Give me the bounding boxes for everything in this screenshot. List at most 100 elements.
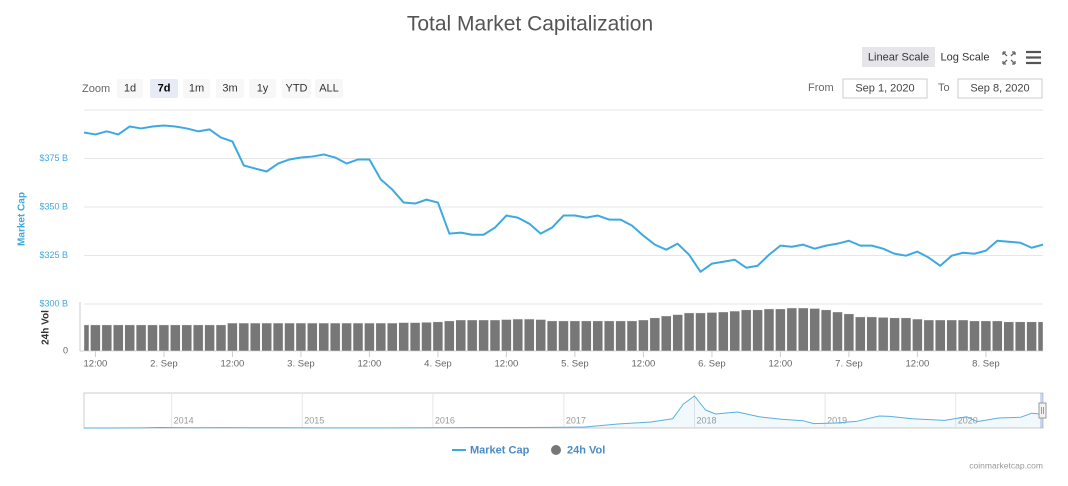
volume-bar (90, 324, 101, 352)
volume-bar (581, 320, 592, 352)
volume-bar (158, 324, 170, 352)
volume-bar (718, 311, 729, 352)
x-tick-label: 7. Sep (835, 359, 862, 370)
zoom-button[interactable] (282, 79, 311, 98)
chart-title: Total Market Capitalization (407, 13, 653, 36)
volume-bar (261, 322, 272, 352)
x-tick-label: 12:00 (632, 359, 656, 370)
market-cap-line (83, 124, 1044, 273)
volume-bar (820, 309, 832, 352)
volume-bar (375, 322, 386, 352)
volume-bar (352, 322, 364, 352)
zoom-button-label: 3m (222, 82, 237, 94)
volume-bar (455, 319, 466, 352)
from-input[interactable] (842, 78, 928, 99)
volume-bar (569, 320, 581, 352)
zoom-button[interactable] (315, 79, 343, 98)
volume-bar (638, 319, 649, 352)
volume-bar (980, 320, 992, 352)
navigator-tick-label: 2017 (566, 415, 586, 425)
volume-bar (752, 309, 763, 352)
volume-bar (695, 312, 706, 352)
zoom-button[interactable] (150, 79, 178, 98)
volume-bar (946, 319, 957, 352)
volume-bar (1026, 321, 1037, 352)
volume-bar (501, 319, 512, 352)
scale-button[interactable] (862, 47, 935, 67)
volume-bar (409, 322, 421, 352)
navigator-tick-label: 2020 (958, 415, 978, 425)
navigator-tick-label: 2016 (435, 415, 455, 425)
volume-bar (729, 310, 740, 352)
volume-bar (1015, 321, 1026, 352)
volume-bar (250, 322, 261, 352)
volume-bar (478, 319, 489, 352)
volume-bar (558, 320, 569, 352)
legend-marker[interactable] (551, 445, 561, 455)
volume-bar (227, 322, 238, 352)
y-tick-label: 0 (63, 345, 68, 355)
navigator-tick-label: 2014 (174, 415, 194, 425)
legend-label[interactable]: Market Cap (470, 444, 530, 456)
zoom-button[interactable] (249, 79, 276, 98)
volume-bar (83, 324, 90, 352)
volume-bar (809, 308, 820, 352)
volume-bar (364, 322, 375, 352)
legend-label[interactable]: 24h Vol (567, 444, 605, 456)
volume-bar (775, 308, 786, 352)
volume-bar (307, 322, 318, 352)
from-label: From (808, 82, 834, 94)
volume-bar (912, 318, 923, 352)
menu-icon[interactable] (1026, 50, 1041, 65)
to-label: To (938, 82, 950, 94)
zoom-button[interactable] (216, 79, 244, 98)
from-value: Sep 1, 2020 (855, 82, 914, 94)
navigator-handle[interactable] (1038, 402, 1047, 419)
volume-bar (786, 307, 797, 352)
volume-bar (318, 322, 329, 352)
zoom-button[interactable] (117, 79, 143, 98)
navigator-line (83, 395, 1044, 429)
zoom-button[interactable] (183, 79, 210, 98)
volume-bar (193, 324, 204, 352)
volume-bar (524, 318, 535, 352)
fullscreen-icon[interactable] (1002, 51, 1016, 65)
x-tick-label: 12:00 (906, 359, 930, 370)
zoom-button-label: 7d (158, 82, 171, 94)
volume-bar (204, 324, 215, 352)
y-tick-label: $375 B (39, 153, 68, 163)
navigator-area (84, 396, 1043, 428)
volume-bar (923, 319, 934, 352)
volume-bar (672, 314, 683, 352)
volume-bar (957, 319, 969, 352)
y-axis-title: 24h Vol (41, 310, 52, 345)
volume-bar (101, 324, 112, 352)
x-tick-label: 8. Sep (972, 359, 999, 370)
volume-bar (113, 324, 124, 352)
volume-bar (284, 322, 295, 352)
x-tick-label: 12:00 (84, 359, 108, 370)
x-tick-label: 12:00 (221, 359, 245, 370)
volume-bar (626, 320, 638, 352)
x-tick-label: 6. Sep (698, 359, 725, 370)
scale-button[interactable] (936, 47, 994, 67)
volume-bar (535, 319, 546, 352)
x-tick-label: 12:00 (495, 359, 519, 370)
volume-bar (489, 319, 501, 352)
navigator-tick-label: 2015 (304, 415, 324, 425)
volume-bar (295, 322, 307, 352)
credits[interactable]: coinmarketcap.com (969, 460, 1043, 470)
volume-bar (832, 311, 843, 352)
y-axis-title: Market Cap (17, 192, 28, 246)
volume-bar (238, 322, 249, 352)
to-input[interactable] (957, 78, 1043, 99)
volume-bar (421, 322, 432, 352)
x-tick-label: 4. Sep (424, 359, 451, 370)
volume-bar (969, 320, 980, 352)
navigator-tick-label: 2018 (696, 415, 716, 425)
volume-bar (592, 320, 603, 352)
volume-bar (661, 315, 672, 352)
scale-button-label: Log Scale (941, 51, 990, 63)
volume-bar (763, 308, 775, 352)
